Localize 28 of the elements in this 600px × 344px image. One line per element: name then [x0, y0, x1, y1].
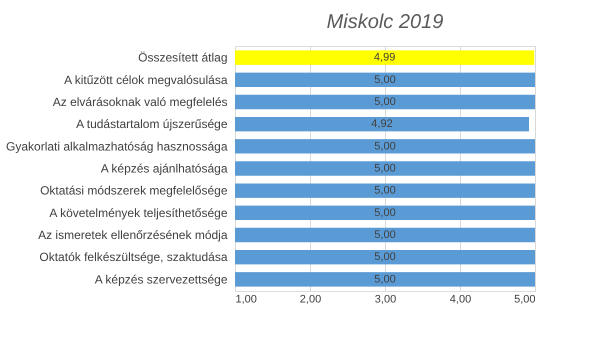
y-tick-label: Gyakorlati alkalmazhatóság hasznossága [6, 139, 228, 154]
data-label: 5,00 [374, 74, 396, 86]
data-label: 4,99 [374, 52, 396, 64]
y-tick-label: Oktatási módszerek megfelelősége [40, 184, 228, 198]
y-tick-label: A tudástartalom újszerűsége [76, 117, 228, 132]
data-label: 5,00 [374, 140, 396, 152]
data-label: 5,00 [374, 96, 396, 108]
y-tick-label: A képzés szervezettsége [94, 272, 228, 286]
data-label: 5,00 [374, 184, 396, 197]
data-label: 5,00 [374, 273, 396, 286]
y-tick-label: Az ismeretek ellenőrzésének módja [38, 228, 228, 242]
data-label: 4,92 [371, 118, 393, 130]
x-tick-label: 4,00 [450, 294, 472, 306]
chart-title: Miskolc 2019 [326, 11, 444, 33]
data-label: 5,00 [374, 162, 396, 174]
x-tick-label: 3,00 [374, 294, 396, 306]
x-tick-label: 1,00 [236, 294, 257, 306]
y-tick-label: A követelmények teljesíthetősége [49, 206, 228, 220]
data-label: 5,00 [374, 229, 396, 242]
y-tick-label: Az elvárásoknak való megfelelés [52, 94, 228, 109]
x-tick-label: 5,00 [514, 294, 536, 306]
data-label: 5,00 [374, 251, 396, 264]
data-label: 5,00 [374, 206, 396, 219]
y-tick-label: Oktatók felkészültsége, szaktudása [39, 250, 228, 264]
x-tick-label: 2,00 [300, 294, 322, 306]
y-tick-label: A képzés ajánlhatósága [100, 162, 228, 176]
y-tick-label: A kitűzött célok megvalósulása [64, 72, 228, 87]
y-tick-label: Összesített átlag [138, 50, 228, 65]
